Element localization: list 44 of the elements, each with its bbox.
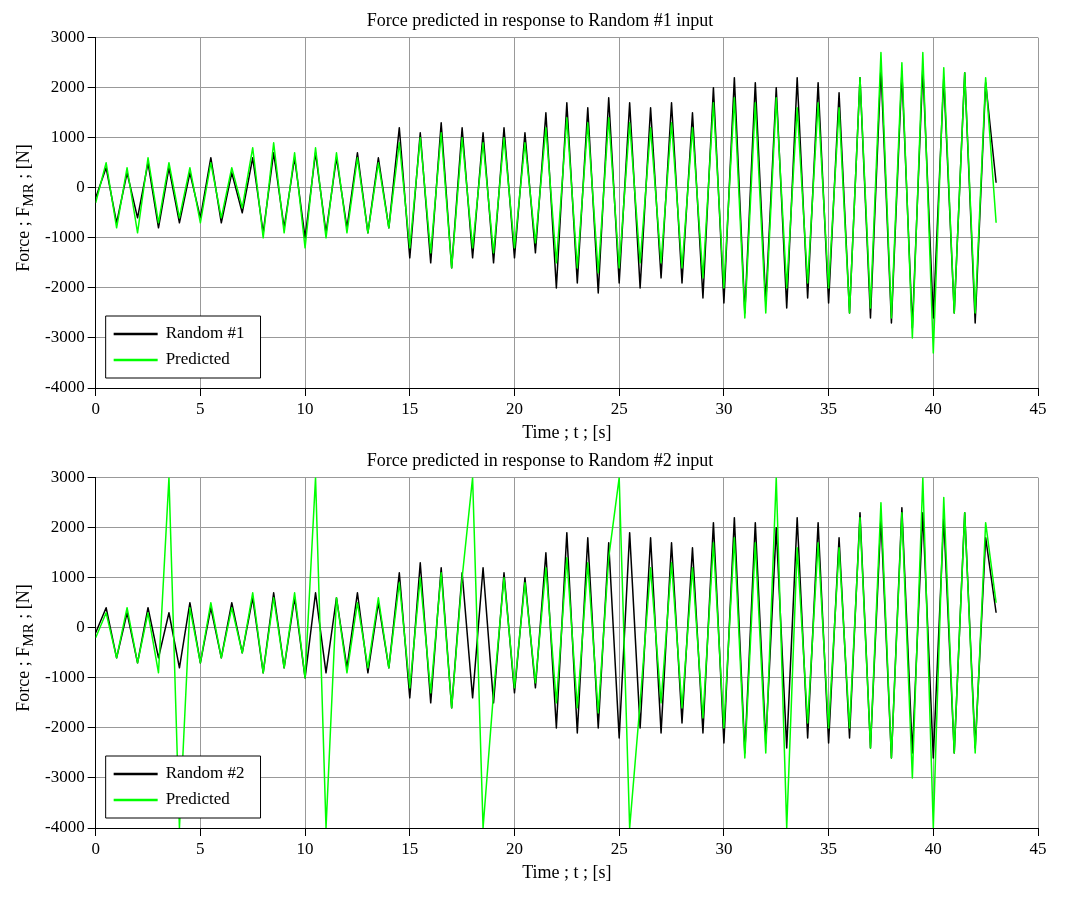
x-tick-label: 20 xyxy=(505,398,523,418)
x-tick-label: 10 xyxy=(296,838,314,858)
x-tick-label: 40 xyxy=(924,398,942,418)
y-tick-label: 1000 xyxy=(50,567,85,587)
y-tick-label: 0 xyxy=(76,617,85,637)
x-tick-label: 5 xyxy=(196,838,205,858)
y-tick-label: -2000 xyxy=(44,717,85,737)
x-tick-label: 45 xyxy=(1029,838,1047,858)
x-tick-label: 30 xyxy=(715,398,733,418)
x-tick-label: 40 xyxy=(924,838,942,858)
legend-label: Predicted xyxy=(165,349,231,369)
x-tick-label: 35 xyxy=(820,838,838,858)
y-tick-label: 1000 xyxy=(50,127,85,147)
x-tick-label: 0 xyxy=(91,398,100,418)
legend-label: Random #2 xyxy=(165,763,245,783)
y-tick-label: -3000 xyxy=(44,327,85,347)
y-tick-label: 2000 xyxy=(50,77,85,97)
x-axis-title: Time ; t ; [s] xyxy=(522,861,612,882)
y-tick-label: 2000 xyxy=(50,517,85,537)
y-tick-label: 0 xyxy=(76,177,85,197)
legend-label: Predicted xyxy=(165,789,231,809)
legend-label: Random #1 xyxy=(165,323,245,343)
x-tick-label: 10 xyxy=(296,398,314,418)
x-tick-label: 15 xyxy=(401,838,419,858)
x-tick-label: 20 xyxy=(505,838,523,858)
x-tick-label: 25 xyxy=(610,838,628,858)
x-tick-label: 5 xyxy=(196,398,205,418)
x-tick-label: 25 xyxy=(610,398,628,418)
chart-title: Force predicted in response to Random #1 input xyxy=(366,9,714,30)
y-tick-label: -3000 xyxy=(44,767,85,787)
y-tick-label: -4000 xyxy=(44,377,85,397)
y-tick-label: 3000 xyxy=(50,27,85,47)
x-tick-label: 15 xyxy=(401,398,419,418)
y-tick-label: 3000 xyxy=(50,467,85,487)
x-tick-label: 30 xyxy=(715,838,733,858)
y-tick-label: -1000 xyxy=(44,227,85,247)
y-tick-label: -1000 xyxy=(44,667,85,687)
x-tick-label: 0 xyxy=(91,838,100,858)
y-tick-label: -4000 xyxy=(44,817,85,837)
y-tick-label: -2000 xyxy=(44,277,85,297)
x-axis-title: Time ; t ; [s] xyxy=(522,421,612,442)
x-tick-label: 45 xyxy=(1029,398,1047,418)
chart-title: Force predicted in response to Random #2 input xyxy=(366,449,714,470)
x-tick-label: 35 xyxy=(820,398,838,418)
